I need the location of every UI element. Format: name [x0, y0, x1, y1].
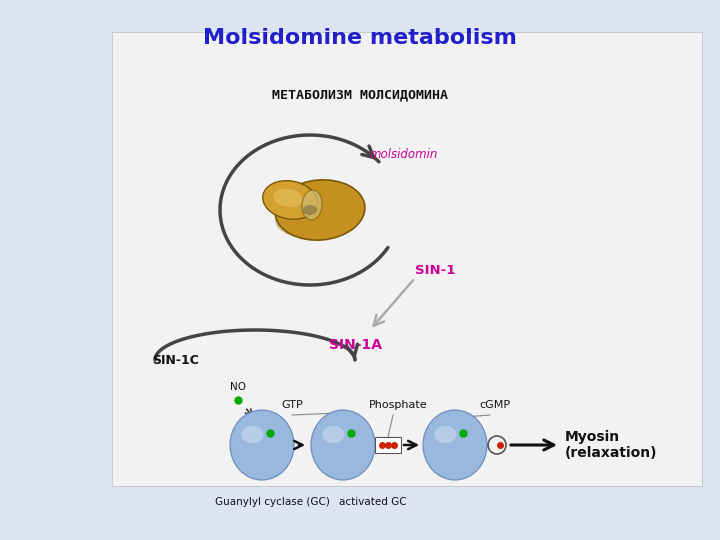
FancyBboxPatch shape	[112, 32, 702, 486]
Text: Molsidomine metabolism: Molsidomine metabolism	[203, 28, 517, 48]
Text: Guanylyl cyclase (GC): Guanylyl cyclase (GC)	[215, 497, 330, 507]
Ellipse shape	[230, 410, 294, 480]
Ellipse shape	[273, 189, 303, 207]
Ellipse shape	[434, 426, 456, 443]
Text: SIN-1A: SIN-1A	[328, 338, 382, 352]
Ellipse shape	[275, 180, 365, 240]
Ellipse shape	[302, 205, 318, 215]
Text: GTP: GTP	[281, 400, 303, 410]
Ellipse shape	[311, 410, 375, 480]
Text: Myosin
(relaxation): Myosin (relaxation)	[565, 430, 657, 460]
Text: NO: NO	[230, 382, 246, 392]
Ellipse shape	[263, 181, 318, 219]
Text: activated GC: activated GC	[339, 497, 407, 507]
FancyBboxPatch shape	[375, 437, 401, 453]
Text: SIN-1C: SIN-1C	[152, 354, 199, 367]
Text: molsidomin: molsidomin	[370, 148, 438, 161]
Text: Phosphate: Phosphate	[369, 400, 427, 410]
Text: SIN-1: SIN-1	[415, 264, 455, 276]
Text: МЕТАБОЛИЗМ МОЛСИДОМИНА: МЕТАБОЛИЗМ МОЛСИДОМИНА	[272, 89, 448, 102]
Text: cGMP: cGMP	[480, 400, 510, 410]
Ellipse shape	[241, 426, 264, 443]
Ellipse shape	[302, 190, 322, 220]
Ellipse shape	[275, 198, 355, 238]
Ellipse shape	[323, 426, 345, 443]
Ellipse shape	[423, 410, 487, 480]
